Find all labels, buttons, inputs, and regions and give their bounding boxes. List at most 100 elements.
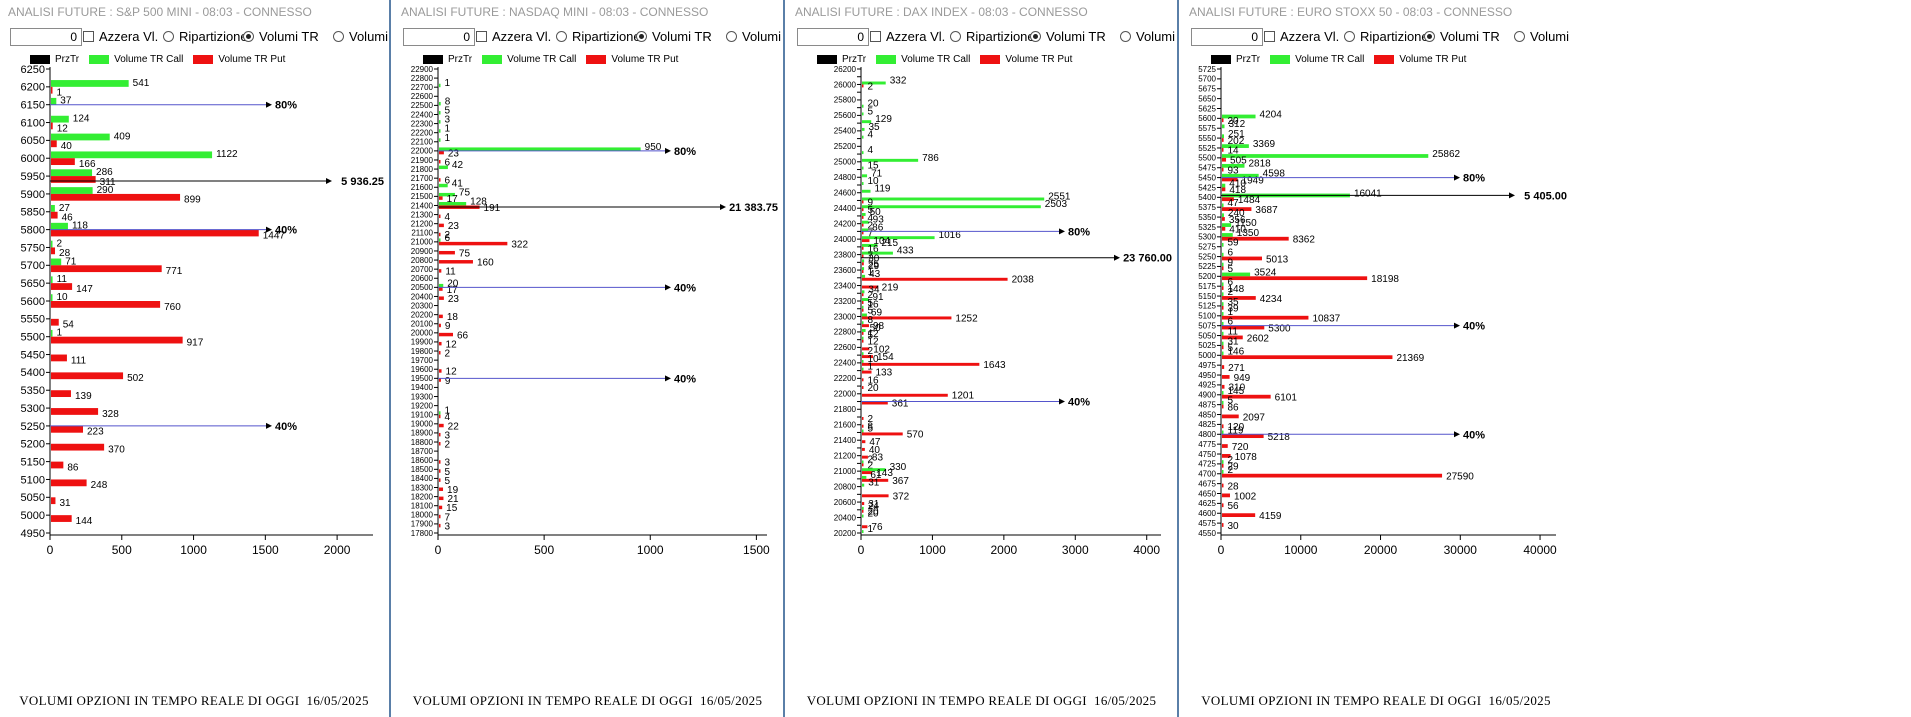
call-value-label: 2551 (1048, 191, 1071, 202)
put-bar (51, 158, 75, 166)
call-value-label: 9 (1228, 257, 1234, 268)
y-tick-label: 21600 (411, 183, 434, 192)
percentile-label: 40% (1463, 321, 1485, 333)
ripartizione-radio[interactable]: Ripartizione (163, 29, 248, 44)
y-tick-label: 5275 (1198, 243, 1216, 252)
call-value-label: 50 (870, 207, 882, 218)
put-value-label: 311 (100, 177, 116, 188)
call-value-label: 5 (445, 105, 451, 116)
volumi-tr-radio[interactable]: Volumi TR (1030, 29, 1106, 44)
x-tick-label: 4000 (1133, 543, 1160, 557)
put-bar (1222, 394, 1271, 399)
call-bar (439, 165, 448, 170)
y-tick-label: 6000 (21, 153, 45, 165)
caption-spacer (1087, 693, 1094, 708)
volumi-st-label: Volumi ST (1136, 29, 1176, 44)
volumi-st-radio[interactable]: Volumi ST (1514, 29, 1571, 44)
azzera-checkbox[interactable]: Azzera Vl. (870, 29, 945, 44)
put-bar (862, 417, 864, 420)
y-tick-label: 6200 (21, 82, 45, 94)
call-bar (1222, 312, 1224, 316)
put-bar (862, 316, 952, 320)
put-bar (439, 232, 441, 237)
put-value-label: 56 (1228, 501, 1240, 512)
call-value-label: 3524 (1254, 267, 1277, 278)
prz-legend: PrzTr (30, 54, 79, 65)
call-value-label: 20 (868, 509, 880, 520)
chart-panel: ANALISI FUTURE : S&P 500 MINI - 08:03 - … (0, 0, 388, 717)
volumi-tr-label: Volumi TR (259, 29, 319, 44)
put-bar (439, 496, 444, 501)
ripartizione-radio[interactable]: Ripartizione (950, 29, 1035, 44)
call-bar (862, 298, 869, 301)
y-tick-label: 18200 (411, 492, 434, 501)
put-bar (862, 393, 948, 397)
percentile-arrow (1454, 431, 1460, 438)
call-value-label: 42 (452, 160, 464, 171)
y-tick-label: 18500 (411, 465, 434, 474)
call-value-label: 20 (868, 99, 880, 110)
volumi-tr-radio[interactable]: Volumi TR (636, 29, 712, 44)
y-tick-label: 22300 (411, 119, 434, 128)
put-bar (1222, 454, 1231, 458)
put-legend-label: Volume TR Put (1005, 54, 1073, 65)
percentile-arrow (665, 147, 671, 154)
volumi-tr-radio[interactable]: Volumi TR (1424, 29, 1500, 44)
put-bar (1222, 513, 1256, 518)
call-value-label: 332 (890, 75, 907, 86)
call-value-label: 61 (870, 470, 882, 481)
azzera-checkbox[interactable]: Azzera Vl. (83, 29, 158, 44)
volumi-tr-radio[interactable]: Volumi TR (243, 29, 319, 44)
put-bar (439, 414, 441, 419)
call-value-label: 433 (897, 246, 914, 257)
panel-title: ANALISI FUTURE : S&P 500 MINI - 08:03 - … (8, 5, 312, 19)
put-bar (439, 478, 441, 482)
value-input[interactable]: 0 (403, 28, 475, 46)
ripartizione-radio[interactable]: Ripartizione (556, 29, 641, 44)
value-input[interactable]: 0 (10, 28, 82, 46)
value-input[interactable]: 0 (1191, 28, 1263, 46)
put-bar (1222, 523, 1224, 527)
y-tick-label: 4625 (1198, 499, 1216, 508)
call-value-label: 27 (59, 203, 71, 214)
put-bar (439, 469, 441, 473)
put-bar (1222, 404, 1224, 409)
put-legend-swatch (193, 55, 214, 64)
call-bar (1222, 242, 1224, 247)
put-bar (1222, 473, 1443, 478)
volumi-st-radio[interactable]: Volumi ST (726, 29, 782, 44)
call-bar (1222, 173, 1259, 178)
volumi-st-radio[interactable]: Volumi ST (333, 29, 388, 44)
y-tick-label: 20200 (834, 529, 857, 538)
put-value-label: 949 (1234, 373, 1251, 384)
azzera-checkbox[interactable]: Azzera Vl. (1264, 29, 1339, 44)
put-bar (862, 525, 868, 529)
put-value-label: 93 (1228, 165, 1240, 176)
y-tick-label: 4875 (1198, 400, 1216, 409)
call-bar (862, 182, 864, 185)
y-tick-label: 5900 (21, 189, 45, 201)
put-bar (862, 362, 980, 366)
put-value-label: 12 (446, 367, 458, 378)
ripartizione-radio[interactable]: Ripartizione (1344, 29, 1429, 44)
call-legend-label: Volume TR Call (507, 54, 577, 65)
call-value-label: 410 (1229, 178, 1246, 189)
put-value-label: 31 (868, 499, 880, 510)
put-value-label: 2 (868, 81, 874, 92)
call-value-label: 128 (470, 196, 487, 207)
y-tick-label: 4600 (1198, 509, 1216, 518)
put-bar (862, 494, 889, 498)
call-value-label: 2 (57, 238, 63, 249)
y-tick-label: 4925 (1198, 381, 1216, 390)
y-tick-label: 4650 (1198, 489, 1216, 498)
volumi-st-radio[interactable]: Volumi ST (1120, 29, 1176, 44)
azzera-checkbox[interactable]: Azzera Vl. (476, 29, 551, 44)
prz-legend-swatch (423, 55, 443, 64)
y-tick-label: 19500 (411, 374, 434, 383)
caption-text: VOLUMI OPZIONI IN TEMPO REALE DI OGGI (1201, 693, 1482, 708)
call-value-label: 2 (1228, 287, 1234, 298)
call-bar (439, 83, 441, 88)
y-tick-label: 22600 (411, 92, 434, 101)
value-input[interactable]: 0 (797, 28, 869, 46)
put-value-label: 2097 (1243, 412, 1266, 423)
